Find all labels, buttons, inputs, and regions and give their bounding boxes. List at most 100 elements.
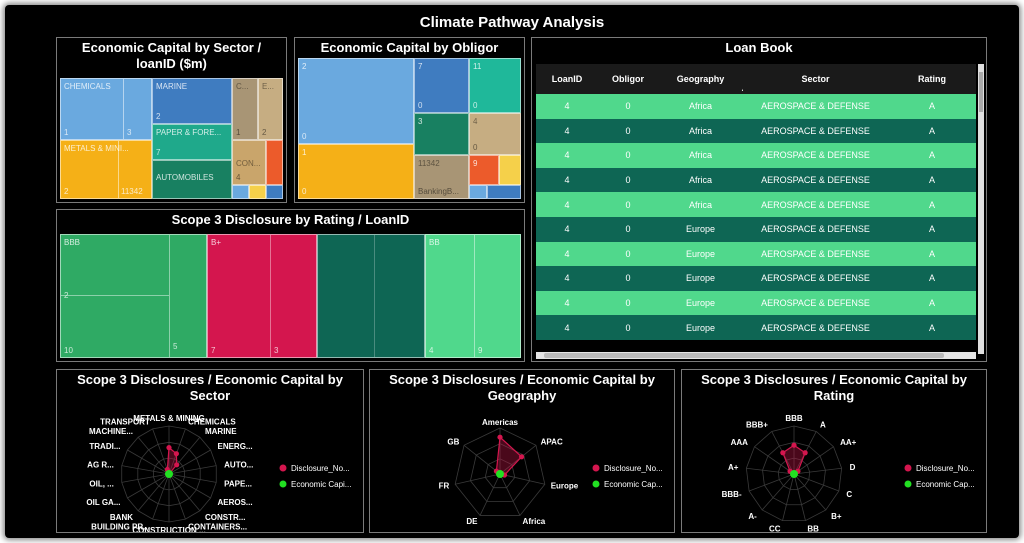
radar-axis-label: AA+ <box>840 438 857 447</box>
radar-axis-label: PAPE... <box>224 480 252 489</box>
obligor-cell-7[interactable]: 7 0 <box>414 58 469 113</box>
obligor-cell-small-yellow[interactable] <box>499 155 521 185</box>
treemap-cell-metals-mining[interactable]: METALS & MINI... 2 11342 <box>60 140 152 199</box>
table-row[interactable]: 4 0 Europe AEROSPACE & DEFENSE A <box>536 315 976 340</box>
obligor-cell-small-blue[interactable] <box>469 185 487 199</box>
radar-point-disclosure <box>791 442 797 448</box>
radar-spoke <box>168 473 217 483</box>
col-header-loanid[interactable]: LoanID <box>536 64 598 94</box>
radar-rating-chart[interactable]: BBB A AA+ D C B+ BB CC A- BBB- A+ AAA BBB+ Disclosure… <box>682 370 986 532</box>
radar-rating-panel[interactable]: Scope 3 Disclosures / Economic Capital b… <box>681 369 987 533</box>
treemap-cell-small-red[interactable] <box>266 140 283 185</box>
dashboard-frame: Climate Pathway Analysis Economic Capita… <box>5 5 1019 538</box>
obligor-cell-1[interactable]: 1 0 <box>298 144 414 199</box>
radar-axis-label: C <box>846 490 852 499</box>
radar-spoke <box>746 467 795 475</box>
radar-spoke <box>127 449 170 475</box>
radar-geo-title: Scope 3 Disclosures / Economic Capital b… <box>389 372 655 403</box>
obligor-cell-11342[interactable]: 11342 BankingB... <box>414 155 469 199</box>
radar-sector-panel[interactable]: Scope 3 Disclosures / Economic Capital b… <box>56 369 364 533</box>
obligor-cell-3[interactable]: 3 <box>414 113 469 155</box>
legend-marker <box>592 480 600 488</box>
radar-geo-chart[interactable]: Americas APAC Europe Africa DE FR GB Disclosure… <box>370 370 674 532</box>
treemap-cell-con[interactable]: CON... 4 <box>232 140 266 185</box>
radar-axis-label: MACHINE... <box>89 427 133 436</box>
table-row[interactable]: 4 0 Europe AEROSPACE & DEFENSE A <box>536 241 976 267</box>
rating-treemap-panel[interactable]: Scope 3 Disclosure by Rating / LoanID BB… <box>56 209 525 362</box>
radar-axis-label: APAC <box>541 438 563 447</box>
treemap-cell-automobiles[interactable]: AUTOMOBILES <box>152 160 232 199</box>
radar-point-disclosure <box>173 451 179 457</box>
loan-book-panel[interactable]: Loan Book LoanID Obligor Geography▲ Sect… <box>531 37 987 362</box>
legend-marker <box>279 464 287 472</box>
treemap-cell-marine[interactable]: MARINE 2 <box>152 78 232 124</box>
radar-spoke <box>168 473 201 512</box>
loan-book-title: Loan Book <box>725 40 793 55</box>
treemap-cell-small-blue[interactable] <box>232 185 249 199</box>
radar-geo-panel[interactable]: Scope 3 Disclosures / Economic Capital b… <box>369 369 675 533</box>
treemap-cell-small-yellow[interactable] <box>249 185 266 199</box>
col-header-rating[interactable]: Rating <box>888 64 976 94</box>
radar-axis-label: AEROS... <box>217 498 252 507</box>
radar-grid <box>777 457 811 490</box>
table-row[interactable]: 4 0 Africa AEROSPACE & DEFENSE A <box>536 167 976 193</box>
radar-axis-label: DE <box>466 517 478 526</box>
radar-axis-label: D <box>850 463 856 472</box>
rating-cell-bb[interactable]: BB 4 9 <box>425 234 521 358</box>
legend-label: Disclosure_No... <box>604 464 663 473</box>
radar-sector-title: Scope 3 Disclosures / Economic Capital b… <box>77 372 343 403</box>
treemap-cell-small-cyan[interactable] <box>266 185 283 199</box>
radar-axis-label: FR <box>439 482 450 491</box>
loan-book-table[interactable]: LoanID Obligor Geography▲ Sector Rating … <box>536 64 976 340</box>
radar-axis-label: CONSTRUCTION ... <box>132 526 205 532</box>
vertical-scrollbar[interactable] <box>978 64 984 354</box>
legend-label: Disclosure_No... <box>291 464 350 473</box>
obligor-cell-11[interactable]: 11 0 <box>469 58 521 113</box>
radar-axis-label: GB <box>447 438 459 447</box>
radar-axis-label: CC <box>769 524 781 532</box>
treemap-cell-e[interactable]: E... 2 <box>258 78 283 140</box>
radar-spoke <box>499 473 521 516</box>
table-row[interactable]: 4 0 Europe AEROSPACE & DEFENSE A <box>536 216 976 242</box>
rating-treemap[interactable]: BBB 2 10 5 B+ 7 3 BB 4 9 <box>60 234 521 358</box>
col-header-geography[interactable]: Geography▲ <box>658 64 747 94</box>
radar-point-capital <box>790 470 798 478</box>
radar-spoke <box>761 473 795 511</box>
radar-axis-label: A+ <box>728 463 739 472</box>
sector-treemap-panel[interactable]: Economic Capital by Sector / loanID ($m)… <box>56 37 287 203</box>
obligor-cell-2[interactable]: 2 0 <box>298 58 414 144</box>
obligor-cell-4[interactable]: 4 0 <box>469 113 521 155</box>
obligor-treemap-title: Economic Capital by Obligor <box>320 40 499 55</box>
table-row[interactable]: 4 0 Africa AEROSPACE & DEFENSE A <box>536 192 976 217</box>
col-header-sector[interactable]: Sector <box>743 64 888 94</box>
radar-point-disclosure <box>166 445 172 451</box>
rating-cell-bplus[interactable]: B+ 7 3 <box>207 234 317 358</box>
obligor-treemap[interactable]: 2 0 7 0 11 0 3 4 0 1 0 11342 <box>298 58 521 199</box>
radar-axis-label: OIL GA... <box>86 498 120 507</box>
treemap-cell-chemicals[interactable]: CHEMICALS 1 3 <box>60 78 152 140</box>
table-row[interactable]: 4 0 Europe AEROSPACE & DEFENSE A <box>536 290 976 316</box>
treemap-cell-paper-forest[interactable]: PAPER & FORE... 7 <box>152 124 232 160</box>
table-row[interactable]: 4 0 Africa AEROSPACE & DEFENSE A <box>536 118 976 144</box>
radar-axis-label: OIL, ... <box>89 480 113 489</box>
obligor-cell-small-navy[interactable] <box>487 185 521 199</box>
radar-spoke <box>168 473 211 499</box>
obligor-cell-9[interactable]: 9 <box>469 155 499 185</box>
table-row[interactable]: 4 0 Africa AEROSPACE & DEFENSE A <box>536 143 976 168</box>
radar-axis-label: BB <box>807 524 819 532</box>
sector-treemap[interactable]: CHEMICALS 1 3 MARINE 2 C... 1 E... 2 MET… <box>60 78 283 199</box>
rating-cell-unlabeled[interactable] <box>317 234 425 358</box>
rating-cell-bbb[interactable]: BBB 2 10 5 <box>60 234 207 358</box>
col-header-obligor[interactable]: Obligor <box>598 64 658 94</box>
legend-label: Economic Cap... <box>604 480 663 489</box>
radar-spoke <box>499 445 537 475</box>
table-row[interactable]: 4 0 Africa AEROSPACE & DEFENSE A <box>536 94 976 119</box>
obligor-treemap-panel[interactable]: Economic Capital by Obligor 2 0 7 0 11 0… <box>294 37 525 203</box>
horizontal-scrollbar[interactable] <box>536 352 976 359</box>
radar-spoke <box>793 473 827 511</box>
radar-grid <box>745 425 843 522</box>
radar-series-disclosure <box>782 444 806 475</box>
treemap-cell-c[interactable]: C... 1 <box>232 78 258 140</box>
table-row[interactable]: 4 0 Europe AEROSPACE & DEFENSE A <box>536 266 976 291</box>
